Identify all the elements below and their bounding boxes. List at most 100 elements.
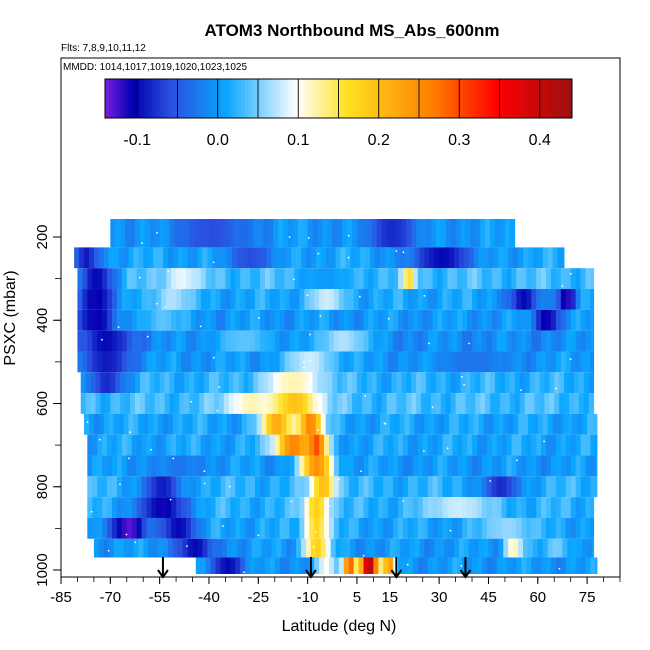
heatmap-cell (245, 497, 251, 518)
heatmap-cell (314, 557, 320, 574)
heatmap-cell (223, 219, 230, 248)
colorbar-segment (315, 79, 320, 118)
heatmap-cell (136, 476, 142, 498)
heatmap-cell (294, 455, 300, 477)
heatmap-cell (82, 351, 88, 373)
heatmap-cell (328, 268, 335, 290)
heatmap-cell (264, 557, 271, 574)
heatmap-cell (151, 455, 157, 477)
heatmap-cell (552, 413, 558, 435)
heatmap-cell (491, 351, 498, 373)
colorbar-segment (213, 79, 219, 118)
sample-dot (306, 294, 309, 297)
heatmap-cell (327, 372, 333, 394)
heatmap-cell (172, 413, 179, 435)
heatmap-cell (422, 289, 429, 310)
heatmap-cell (532, 538, 539, 558)
heatmap-cell (481, 309, 488, 331)
heatmap-cell (450, 393, 456, 414)
heatmap-cell (273, 219, 279, 248)
heatmap-cell (202, 247, 208, 269)
heatmap-cell (269, 330, 276, 352)
heatmap-cell (108, 413, 115, 435)
heatmap-cell (412, 476, 419, 498)
heatmap-cell (228, 393, 235, 414)
heatmap-cell (467, 330, 473, 352)
heatmap-cell (274, 434, 281, 456)
heatmap-cell (250, 289, 256, 310)
heatmap-cell (509, 372, 516, 394)
heatmap-cell (350, 413, 356, 435)
colorbar-segment (412, 79, 417, 118)
heatmap-cell (457, 557, 463, 574)
heatmap-cell (511, 351, 517, 373)
heatmap-cell (184, 219, 190, 248)
heatmap-cell (309, 309, 315, 331)
heatmap-cell (386, 372, 392, 394)
heatmap-cell (503, 413, 509, 435)
heatmap-cell (496, 455, 503, 477)
heatmap-cell (368, 434, 374, 456)
heatmap-cell (468, 538, 475, 558)
heatmap-cell (541, 434, 547, 456)
heatmap-cell (286, 538, 292, 558)
heatmap-cell (398, 268, 404, 290)
heatmap-cell (427, 289, 433, 310)
heatmap-cell (156, 330, 162, 352)
heatmap-cell (491, 476, 498, 498)
heatmap-cell (557, 538, 563, 558)
colorbar-segment (140, 79, 145, 118)
colorbar-segment (400, 79, 406, 118)
colorbar-segment (245, 79, 250, 118)
heatmap-cell (521, 557, 527, 574)
heatmap-cell (156, 351, 162, 373)
heatmap-cell (319, 289, 325, 310)
heatmap-cell (107, 309, 113, 331)
heatmap-cell (294, 351, 300, 373)
heatmap-cell (491, 455, 498, 477)
heatmap-cell (417, 517, 424, 539)
heatmap-cell (501, 289, 507, 310)
heatmap-cell (261, 413, 267, 435)
heatmap-cell (383, 309, 389, 331)
heatmap-cell (182, 247, 188, 269)
heatmap-cell (453, 413, 460, 435)
heatmap-cell (246, 247, 253, 269)
heatmap-cell (549, 372, 555, 394)
colorbar-segment (463, 79, 468, 118)
heatmap-cell (555, 330, 562, 352)
heatmap-cell (585, 476, 591, 498)
heatmap-cell (370, 413, 376, 435)
heatmap-cell (516, 351, 522, 373)
heatmap-cell (297, 219, 304, 248)
heatmap-cell (412, 268, 419, 290)
heatmap-cell (240, 476, 246, 498)
heatmap-cell (92, 351, 98, 373)
heatmap-cell (363, 557, 369, 574)
colorbar-segment (459, 79, 464, 118)
heatmap-cell (319, 268, 325, 290)
heatmap-cell (314, 497, 320, 518)
heatmap-cell (151, 517, 157, 539)
colorbar-segment (225, 79, 231, 118)
heatmap-cell (417, 434, 424, 456)
heatmap-cell (284, 268, 290, 290)
heatmap-cell (406, 393, 412, 414)
heatmap-cell (225, 557, 231, 574)
heatmap-cell (383, 268, 389, 290)
heatmap-cell (328, 309, 335, 331)
heatmap-cell (348, 330, 355, 352)
heatmap-cell (126, 268, 133, 290)
heatmap-cell (189, 372, 195, 394)
heatmap-cell (363, 289, 369, 310)
heatmap-cell (176, 497, 182, 518)
heatmap-cell (289, 330, 295, 352)
heatmap-cell (284, 517, 290, 539)
heatmap-cell (406, 372, 412, 394)
heatmap-cell (472, 434, 478, 456)
heatmap-cell (181, 476, 187, 498)
heatmap-cell (279, 557, 285, 574)
heatmap-cell (398, 434, 404, 456)
heatmap-cell (116, 309, 123, 331)
heatmap-cell (279, 330, 285, 352)
